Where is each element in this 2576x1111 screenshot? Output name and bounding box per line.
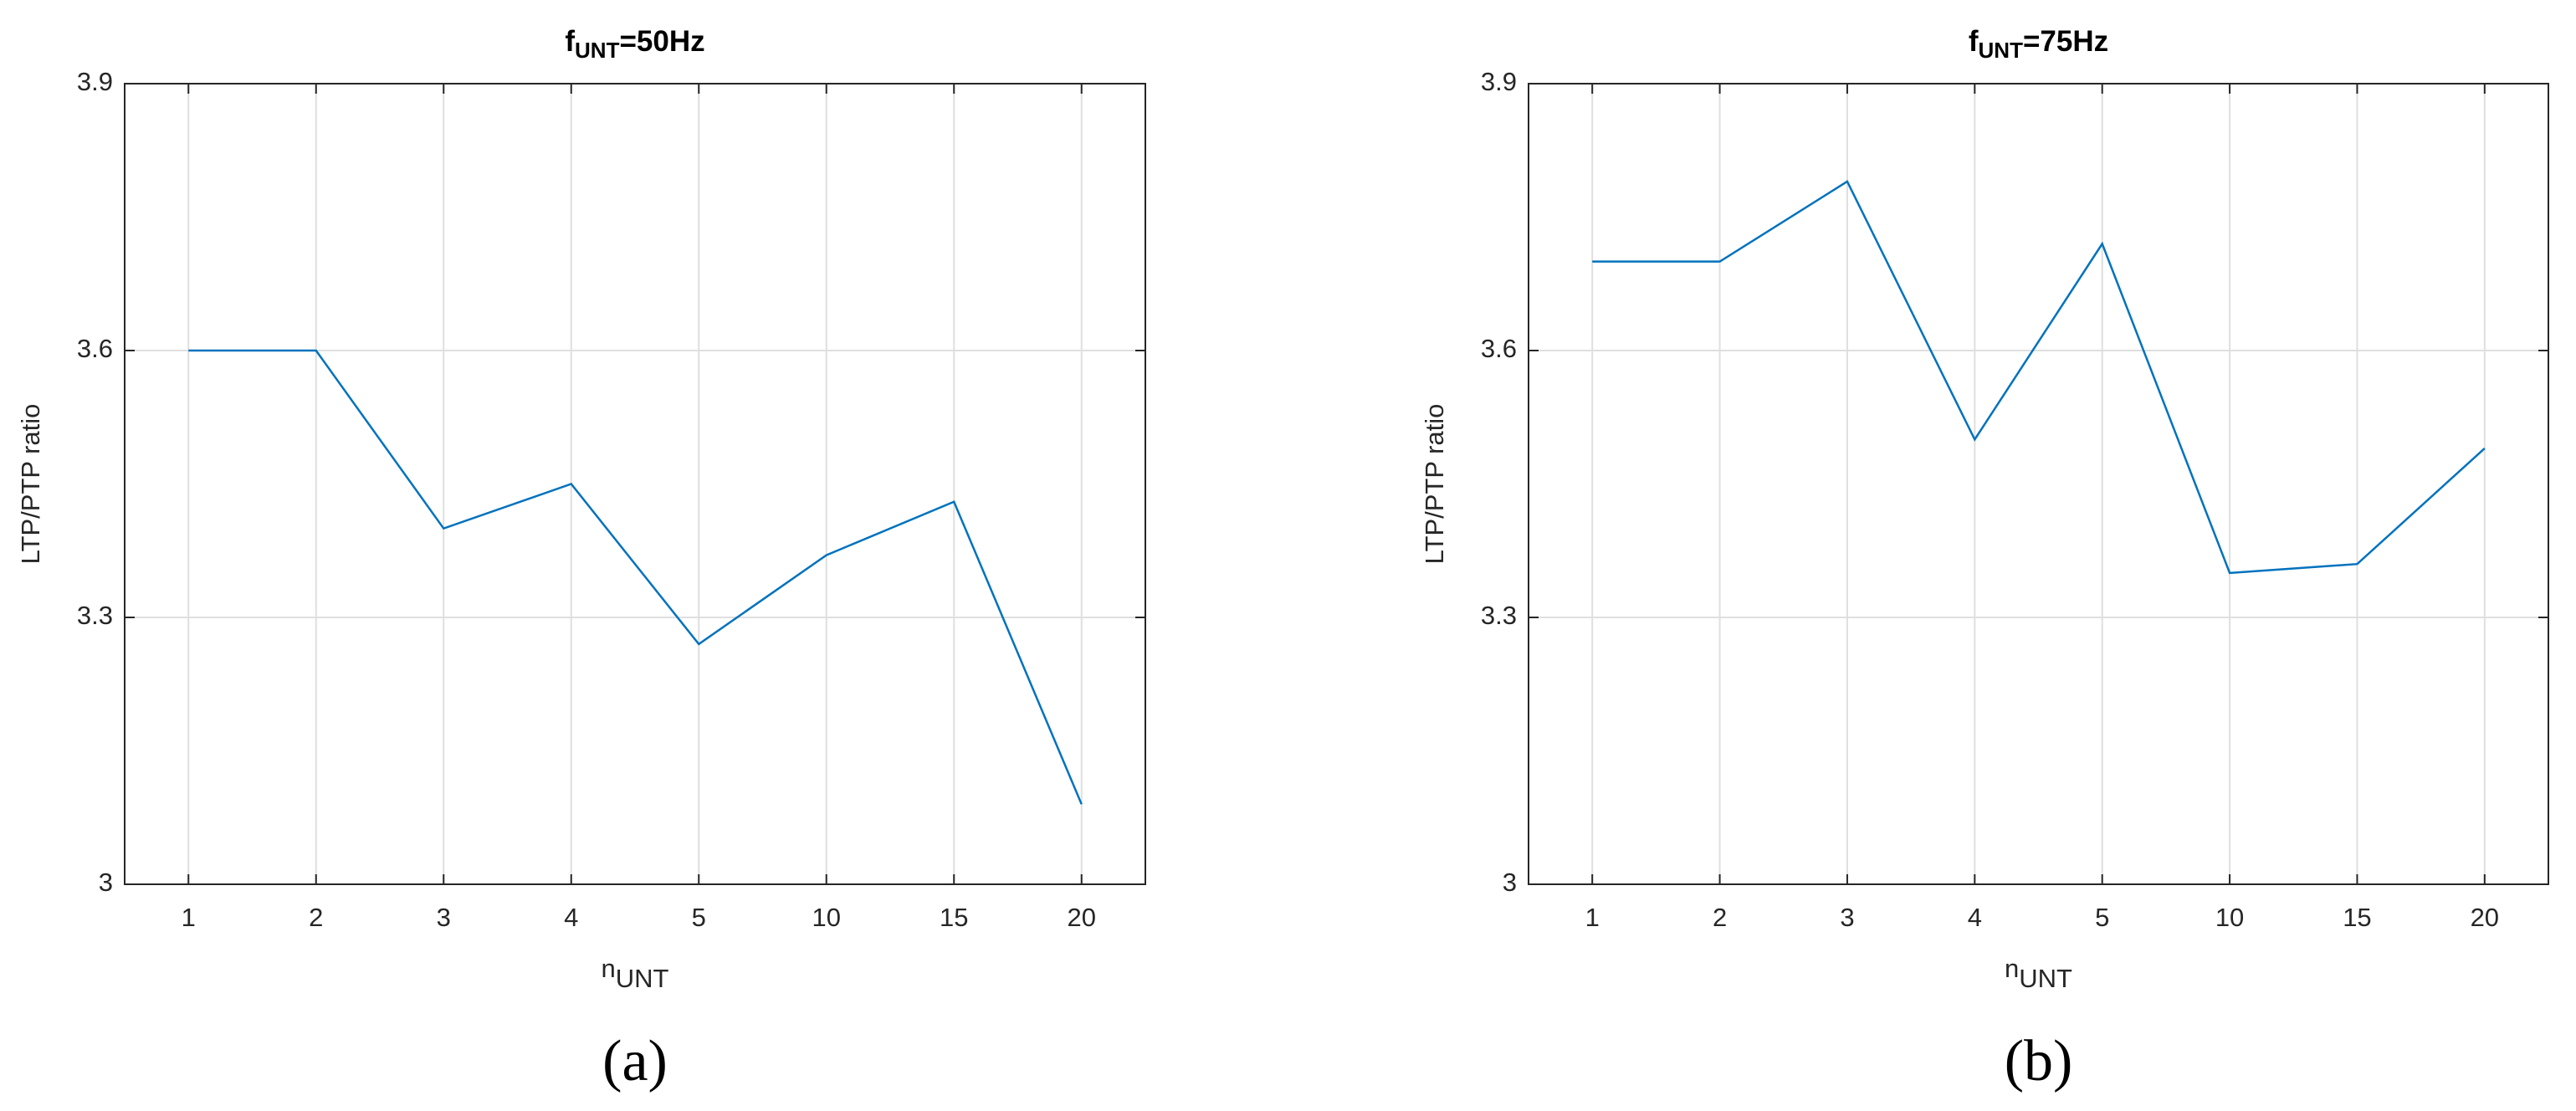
x-tick-label: 3: [1840, 903, 1854, 932]
x-tick-label: 2: [309, 903, 323, 932]
x-tick-label: 15: [940, 903, 968, 932]
x-axis-label: nUNT: [602, 954, 669, 993]
x-tick-label: 4: [1968, 903, 1982, 932]
x-tick-label: 1: [182, 903, 196, 932]
x-tick-label: 10: [812, 903, 841, 932]
title-part: f: [1969, 25, 1979, 58]
y-tick-label: 3: [99, 868, 113, 897]
chart-title: fUNT=75Hz: [1969, 25, 2108, 63]
y-axis-label: LTP/PTP ratio: [1420, 404, 1449, 565]
title-sub: UNT: [575, 38, 620, 63]
y-tick-label: 3.3: [77, 601, 113, 630]
x-tick-label: 10: [2215, 903, 2244, 932]
axes-box: [1528, 83, 2549, 885]
y-axis-label: LTP/PTP ratio: [16, 404, 45, 565]
caption: (a): [602, 1029, 668, 1093]
x-tick-label: 5: [692, 903, 706, 932]
title-part: =75Hz: [2023, 25, 2108, 58]
axes-box: [124, 83, 1146, 885]
xlabel-sub: UNT: [616, 964, 669, 993]
y-tick-label: 3.9: [1481, 67, 1517, 96]
x-tick-label: 5: [2095, 903, 2109, 932]
y-tick-label: 3: [1503, 868, 1517, 897]
caption: (b): [2005, 1029, 2073, 1093]
y-tick-label: 3.6: [1481, 334, 1517, 363]
title-part: f: [565, 25, 575, 58]
line: [1592, 180, 2486, 575]
xlabel-part: n: [2005, 954, 2019, 983]
line: [188, 349, 1083, 805]
y-tick-label: 3.6: [77, 334, 113, 363]
x-tick-label: 4: [564, 903, 578, 932]
x-tick-label: 20: [1068, 903, 1096, 932]
xlabel-sub: UNT: [2019, 964, 2072, 993]
x-tick-label: 20: [2471, 903, 2499, 932]
y-tick-label: 3.3: [1481, 601, 1517, 630]
x-tick-label: 1: [1585, 903, 1600, 932]
chart-title: fUNT=50Hz: [565, 25, 704, 63]
x-tick-label: 15: [2343, 903, 2371, 932]
x-tick-label: 3: [437, 903, 451, 932]
x-tick-label: 2: [1713, 903, 1727, 932]
xlabel-part: n: [602, 954, 616, 983]
title-sub: UNT: [1979, 38, 2024, 63]
title-part: =50Hz: [619, 25, 704, 58]
y-tick-label: 3.9: [77, 67, 113, 96]
x-axis-label: nUNT: [2005, 954, 2072, 993]
